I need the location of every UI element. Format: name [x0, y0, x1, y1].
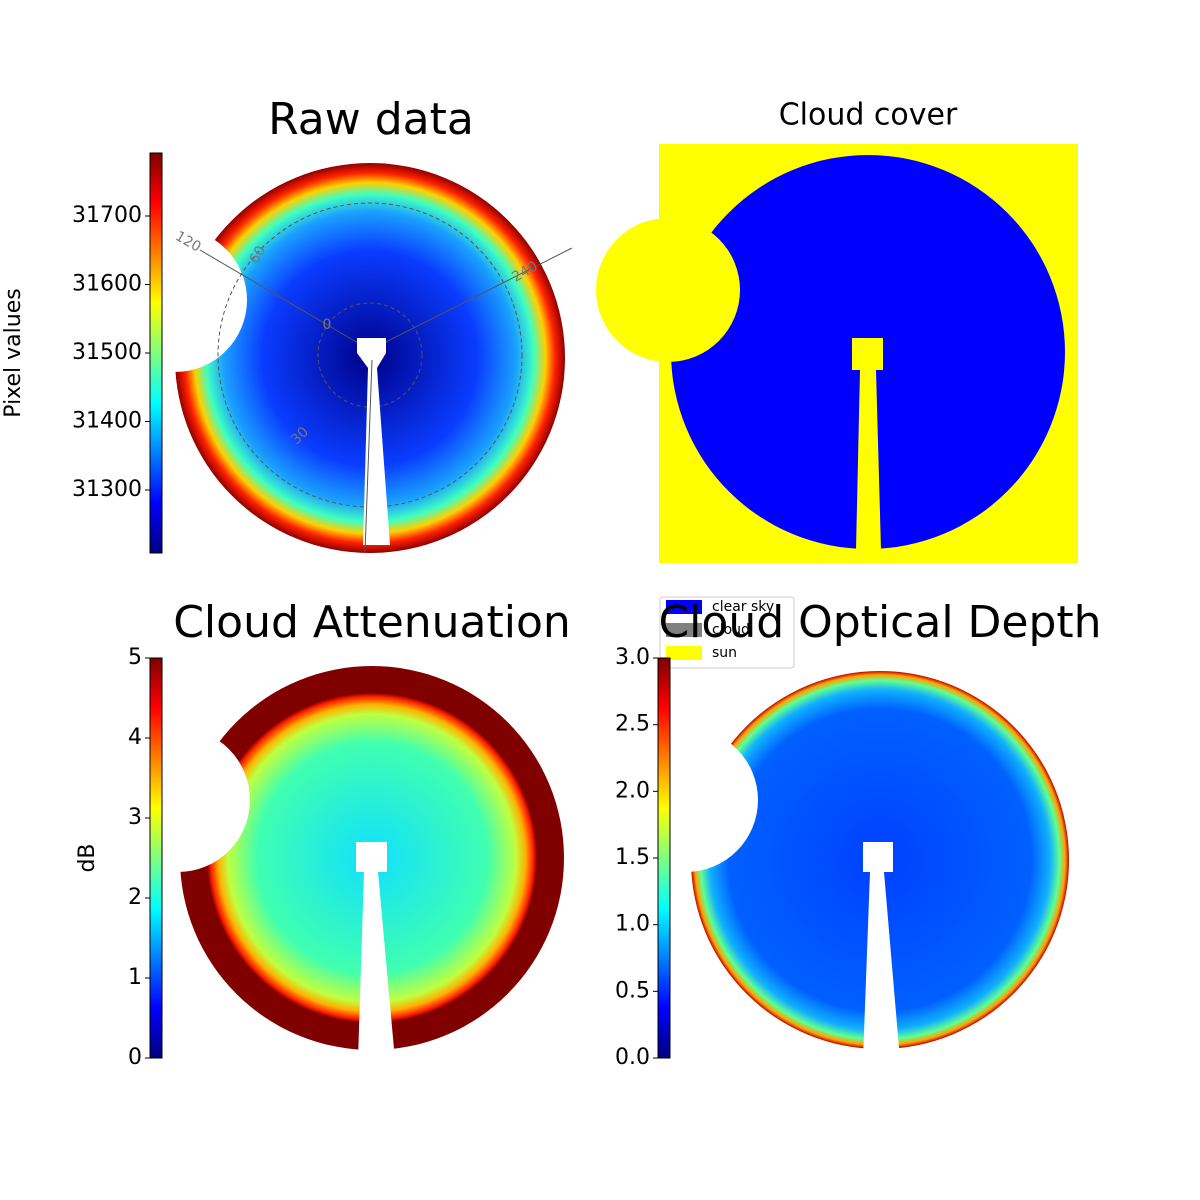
legend-label: cloud [712, 622, 750, 638]
colorbar-tick-label: 5 [128, 645, 142, 670]
colorbar-tick-label: 3.0 [615, 645, 650, 670]
colorbar [149, 152, 163, 554]
legend-label: clear sky [712, 599, 774, 615]
colorbar-label: Pixel values [1, 288, 26, 417]
polar-label: 60 [247, 243, 270, 266]
colorbar-tick-label: 0 [128, 1045, 142, 1070]
colorbar-label: dB [75, 843, 100, 872]
colorbar-tick-label: 3 [128, 805, 142, 830]
colorbar [149, 657, 163, 1059]
colorbar-tick-label: 31500 [72, 340, 142, 365]
polar-label: 0 [323, 317, 332, 333]
panel-title: Cloud Optical Depth [658, 597, 1101, 648]
legend-label: sun [712, 645, 737, 661]
colorbar-tick-label: 1.5 [615, 845, 650, 870]
colorbar-tick-label: 2.0 [615, 778, 650, 803]
colorbar-tick-label: 31600 [72, 272, 142, 297]
panel-title: Raw data [268, 94, 474, 145]
colorbar-tick-label: 4 [128, 725, 142, 750]
colorbar-tick-label: 2 [128, 885, 142, 910]
attenuation-image [106, 666, 564, 1060]
colorbar-tick-label: 1.0 [615, 912, 650, 937]
cloud-cover-image [596, 144, 1078, 563]
legend-swatch [666, 646, 702, 660]
colorbar-tick-label: 31700 [72, 203, 142, 228]
colorbar-tick-label: 31400 [72, 408, 142, 433]
raw-image [103, 163, 573, 553]
colorbar-tick-label: 0.0 [615, 1045, 650, 1070]
colorbar [657, 657, 671, 1059]
legend-swatch [666, 623, 702, 637]
colorbar-tick-label: 2.5 [615, 712, 650, 737]
panel-title: Cloud Attenuation [173, 597, 571, 648]
colorbar-tick-label: 31300 [72, 477, 142, 502]
cod-image [614, 671, 1069, 1060]
legend-swatch [666, 600, 702, 614]
colorbar-tick-label: 0.5 [615, 978, 650, 1003]
panel-title: Cloud cover [779, 98, 958, 133]
colorbar-tick-label: 1 [128, 965, 142, 990]
